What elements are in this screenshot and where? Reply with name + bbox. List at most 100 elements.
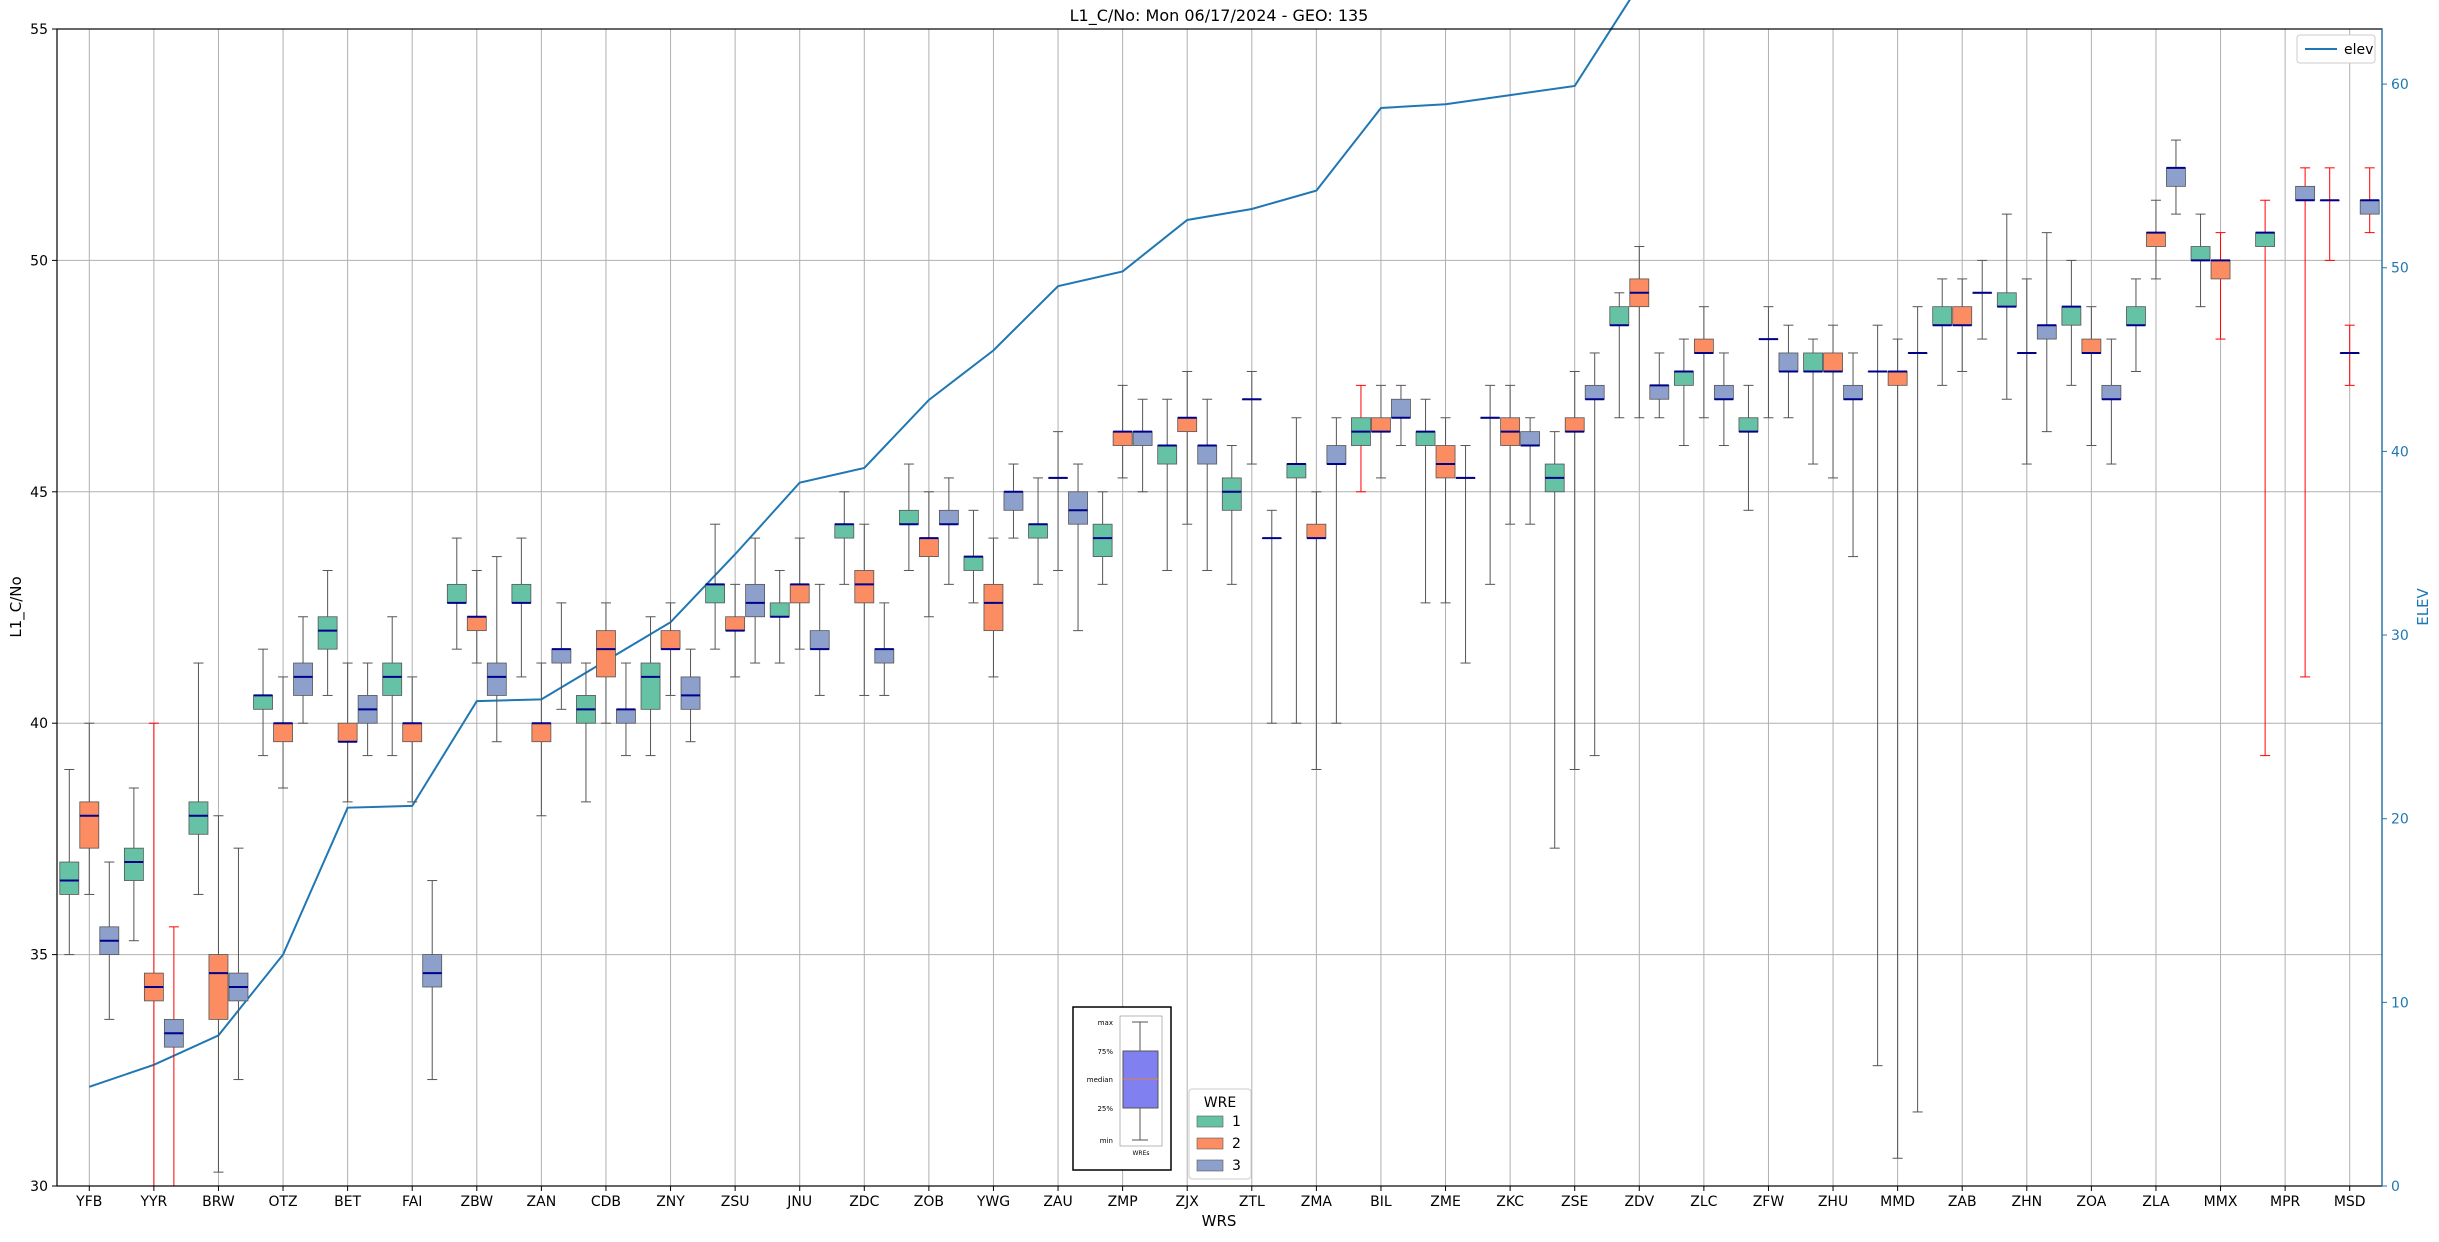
box-body-wre-3 [2359, 199, 2380, 215]
x-tick-label: ZDV [1624, 1194, 1654, 1210]
wre-legend-label-1: 1 [1232, 1114, 1241, 1130]
box-body-wre-3 [680, 676, 701, 710]
x-tick-label: BRW [202, 1194, 235, 1210]
box-body-wre-3 [422, 954, 443, 988]
box-body-wre-1 [1286, 463, 1307, 479]
box-body-wre-1 [511, 583, 532, 604]
box-body-wre-2 [660, 630, 681, 650]
x-tick-label: BIL [1370, 1194, 1392, 1210]
x-tick-label: ZME [1430, 1194, 1461, 1210]
box-body-wre-3 [1713, 384, 1734, 400]
wre-legend: WRE 1 2 3 [1188, 1088, 1252, 1180]
box-body-wre-2 [596, 630, 616, 678]
x-tick-label: MPR [2270, 1194, 2301, 1210]
x-tick-label: MSD [2334, 1194, 2366, 1210]
wre-legend-swatch-3 [1196, 1159, 1224, 1172]
box-body-wre-1 [640, 662, 661, 710]
x-tick-label: CDB [591, 1194, 621, 1210]
x-tick-label: ZBW [461, 1194, 494, 1210]
box-layer [59, 139, 2380, 1187]
box-body-wre-1 [446, 583, 467, 604]
elev-legend: elev [2296, 34, 2376, 64]
x-tick-label: ZDC [849, 1194, 879, 1210]
box-body-wre-3 [2295, 185, 2316, 201]
box-key-axis [1119, 1015, 1163, 1147]
box-body-wre-2 [273, 722, 293, 743]
axis-layer: YFB YYR BRW OTZ BET FAI ZBW ZAN CDB ZNY ZSU JNU ZDC Z… [30, 22, 2409, 1210]
box-body-wre-2 [1952, 306, 1973, 326]
box-body-wre-2 [789, 583, 810, 604]
box-body-wre-3 [2036, 324, 2057, 340]
box-key-label-max: max [1098, 1019, 1113, 1027]
box-body-wre-2 [2210, 259, 2231, 280]
y2-axis-label: ELEV [2414, 587, 2432, 625]
x-tick-label: ZMA [1301, 1194, 1333, 1210]
box-body-wre-2 [725, 616, 746, 632]
x-tick-label: JNU [786, 1194, 812, 1210]
y-tick-label: 55 [30, 22, 48, 38]
box-body-wre-2 [1435, 445, 1456, 479]
box-body-wre-3 [1068, 491, 1088, 525]
box-body-wre-2 [854, 570, 875, 604]
x-tick-label: YYR [139, 1194, 167, 1210]
box-body-wre-1 [2190, 246, 2211, 261]
box-body-wre-2 [2081, 338, 2102, 354]
box-body-wre-2 [208, 954, 229, 1020]
y-tick-label: 30 [30, 1179, 48, 1195]
box-body-wre-1 [2061, 306, 2082, 326]
x-tick-label: OTZ [268, 1194, 297, 1210]
box-body-wre-1 [1092, 523, 1113, 557]
x-tick-label: ZLA [2142, 1194, 2170, 1210]
box-key-label-q1: 25% [1097, 1105, 1113, 1113]
box-body-wre-1 [2255, 232, 2276, 247]
y-axis-label: L1_C/No [7, 576, 26, 637]
box-body-wre-3 [2166, 167, 2186, 187]
box-body-wre-2 [1887, 371, 1908, 386]
box-body-wre-1 [1738, 417, 1759, 433]
box-body-wre-1 [382, 662, 403, 696]
wre-legend-label-2: 2 [1232, 1136, 1241, 1152]
box-body-wre-2 [1306, 523, 1327, 539]
box-body-wre-3 [1003, 491, 1024, 511]
x-tick-label: ZFW [1753, 1194, 1785, 1210]
y2-tick-label: 50 [2391, 261, 2409, 277]
box-body-wre-3 [1391, 398, 1411, 419]
box-body-wre-3 [1584, 384, 1605, 400]
x-tick-label: ZOA [2076, 1194, 2106, 1210]
box-body-wre-2 [466, 616, 487, 632]
box-body-wre-1 [253, 695, 273, 710]
box-body-wre-1 [769, 602, 790, 618]
y-tick-label: 40 [30, 716, 48, 732]
x-tick-label: ZHN [2011, 1194, 2042, 1210]
box-key-label-min: min [1100, 1137, 1113, 1145]
chart-title: L1_C/No: Mon 06/17/2024 - GEO: 135 [1070, 6, 1369, 26]
x-tick-label: ZKC [1496, 1194, 1524, 1210]
box-body-wre-1 [1609, 306, 1630, 326]
y2-tick-label: 40 [2391, 444, 2409, 460]
x-tick-label: MMX [2204, 1194, 2238, 1210]
x-tick-label: ZAB [1948, 1194, 1977, 1210]
x-tick-label: ZHU [1818, 1194, 1848, 1210]
wre-legend-swatch-2 [1196, 1137, 1224, 1150]
x-tick-label: YFB [75, 1194, 102, 1210]
box-body-wre-1 [2126, 306, 2146, 326]
wre-legend-swatch-1 [1196, 1115, 1224, 1128]
x-tick-label: ZMP [1108, 1194, 1138, 1210]
box-body-wre-2 [1371, 417, 1391, 433]
wre-legend-title: WRE [1204, 1095, 1236, 1111]
y2-tick-label: 30 [2391, 628, 2409, 644]
box-body-wre-2 [1112, 431, 1133, 446]
x-tick-label: ZNY [656, 1194, 685, 1210]
box-key-xlabel: WREs [1132, 1150, 1149, 1157]
wre-legend-frame [1188, 1088, 1252, 1180]
x-axis-label: WRS [1202, 1212, 1237, 1230]
elev-layer [88, 0, 1631, 1088]
x-tick-label: BET [334, 1194, 361, 1210]
box-body-wre-3 [1326, 445, 1347, 465]
box-body-wre-2 [79, 801, 100, 849]
x-tick-label: ZSU [721, 1194, 750, 1210]
box-body-wre-1 [59, 861, 80, 895]
box-body-wre-3 [1197, 445, 1218, 465]
box-body-wre-3 [1520, 431, 1541, 446]
box-body-wre-1 [1221, 477, 1242, 511]
